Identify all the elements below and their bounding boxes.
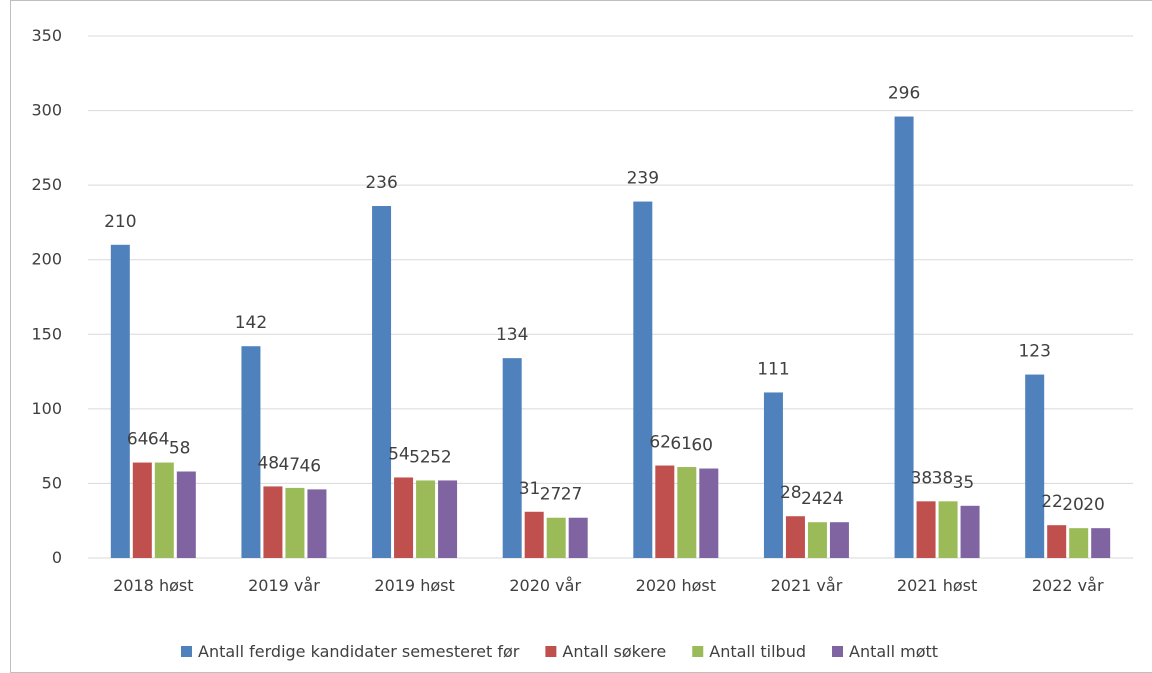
data-label: 31 [519, 479, 541, 499]
data-label: 123 [1018, 342, 1050, 362]
bar-antall-s-kere-7 [1047, 525, 1067, 558]
y-tick-label: 200 [31, 250, 62, 269]
bar-antall-ferdige-kandidater-semesteret-f-r-7 [1025, 374, 1045, 558]
bar-antall-m-tt-6 [960, 505, 980, 558]
bar-antall-tilbud-6 [938, 501, 958, 558]
data-label: 46 [299, 456, 321, 476]
y-tick-label: 50 [42, 473, 62, 492]
x-tick-label: 2021 høst [897, 576, 977, 595]
bar-antall-m-tt-2 [438, 480, 458, 558]
data-label: 20 [1062, 495, 1084, 515]
x-tick-label: 2022 vår [1032, 576, 1104, 595]
legend-swatch [692, 646, 704, 657]
bar-antall-s-kere-4 [655, 465, 675, 558]
legend-swatch [832, 646, 844, 657]
data-label: 28 [780, 483, 802, 503]
bar-antall-ferdige-kandidater-semesteret-f-r-0 [110, 244, 130, 559]
bar-antall-m-tt-1 [307, 489, 327, 558]
y-tick-label: 100 [31, 399, 62, 418]
data-label: 54 [388, 444, 410, 464]
data-label: 210 [104, 212, 136, 232]
data-label: 47 [278, 455, 300, 475]
legend-swatch [181, 646, 192, 657]
x-tick-label: 2019 vår [248, 576, 320, 595]
data-label: 20 [1083, 495, 1105, 515]
data-label: 38 [932, 468, 954, 488]
legend-swatch [545, 646, 557, 657]
bar-antall-tilbud-5 [807, 522, 827, 558]
data-label: 22 [1041, 492, 1063, 512]
x-tick-label: 2020 vår [509, 576, 581, 595]
data-label: 64 [148, 430, 170, 450]
data-label: 111 [757, 359, 789, 379]
data-label: 52 [430, 447, 452, 467]
data-label: 27 [540, 485, 562, 505]
data-label: 60 [691, 436, 713, 456]
legend-label: Antall tilbud [709, 642, 806, 661]
bar-antall-m-tt-4 [699, 468, 719, 558]
bar-antall-m-tt-3 [568, 517, 588, 558]
data-label: 27 [561, 485, 583, 505]
x-tick-label: 2020 høst [636, 576, 716, 595]
data-label: 58 [169, 438, 191, 458]
x-tick-label: 2018 høst [113, 576, 193, 595]
bar-antall-ferdige-kandidater-semesteret-f-r-1 [241, 346, 261, 558]
bar-antall-tilbud-1 [285, 487, 305, 558]
bar-antall-ferdige-kandidater-semesteret-f-r-3 [502, 358, 522, 558]
y-tick-label: 250 [31, 175, 62, 194]
bar-antall-tilbud-4 [677, 467, 697, 558]
bar-antall-ferdige-kandidater-semesteret-f-r-6 [894, 116, 914, 558]
y-tick-label: 0 [52, 548, 62, 567]
bar-antall-s-kere-1 [263, 486, 283, 558]
bar-antall-s-kere-2 [394, 477, 414, 558]
bar-antall-ferdige-kandidater-semesteret-f-r-2 [372, 206, 392, 558]
data-label: 38 [911, 468, 933, 488]
data-label: 64 [127, 430, 149, 450]
bar-antall-ferdige-kandidater-semesteret-f-r-5 [763, 392, 783, 558]
data-label: 236 [365, 173, 397, 193]
bar-antall-s-kere-5 [785, 516, 805, 558]
data-label: 48 [257, 453, 279, 473]
data-label: 296 [888, 84, 920, 104]
bar-antall-m-tt-7 [1091, 528, 1111, 558]
data-label: 239 [627, 169, 659, 189]
y-tick-label: 350 [31, 26, 62, 45]
chart-frame [10, 0, 1152, 673]
y-tick-label: 300 [31, 101, 62, 120]
data-label: 35 [953, 473, 975, 493]
data-label: 142 [235, 313, 267, 333]
legend-label: Antall møtt [849, 642, 938, 661]
bar-antall-s-kere-3 [524, 511, 544, 558]
data-label: 134 [496, 325, 528, 345]
x-tick-label: 2021 vår [771, 576, 843, 595]
bar-antall-tilbud-0 [154, 462, 174, 558]
x-tick-label: 2019 høst [374, 576, 454, 595]
bar-antall-m-tt-5 [829, 522, 849, 558]
bar-antall-tilbud-7 [1069, 528, 1089, 558]
bar-antall-s-kere-6 [916, 501, 936, 558]
legend-label: Antall ferdige kandidater semesteret før [198, 642, 520, 661]
bar-antall-tilbud-3 [546, 517, 566, 558]
data-label: 24 [822, 489, 844, 509]
data-label: 61 [670, 434, 692, 454]
bar-antall-tilbud-2 [416, 480, 436, 558]
y-tick-label: 150 [31, 324, 62, 343]
data-label: 62 [649, 433, 671, 453]
data-label: 52 [409, 447, 431, 467]
data-label: 24 [801, 489, 823, 509]
bar-antall-ferdige-kandidater-semesteret-f-r-4 [633, 201, 653, 558]
bar-antall-s-kere-0 [132, 462, 152, 558]
bar-antall-m-tt-0 [176, 471, 196, 558]
legend-label: Antall søkere [562, 642, 666, 661]
